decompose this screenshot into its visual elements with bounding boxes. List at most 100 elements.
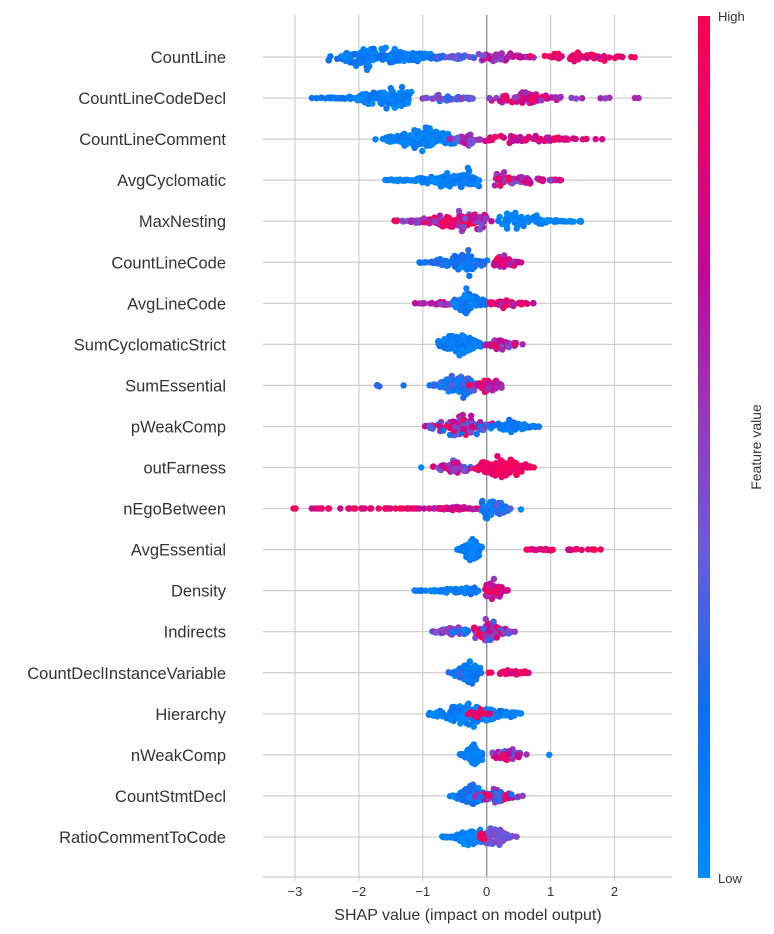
- shap-point: [498, 831, 505, 838]
- shap-point: [421, 300, 428, 307]
- shap-point: [346, 505, 353, 512]
- shap-point: [508, 300, 516, 308]
- shap-point: [388, 176, 396, 184]
- shap-point: [435, 340, 442, 348]
- shap-point: [460, 416, 467, 423]
- shap-point: [583, 54, 591, 62]
- shap-point: [430, 463, 437, 470]
- shap-point: [446, 333, 453, 340]
- shap-point: [443, 181, 451, 188]
- shap-point: [631, 94, 639, 102]
- feature-label: Density: [171, 583, 227, 601]
- shap-point: [438, 261, 446, 268]
- shap-point: [308, 505, 315, 512]
- shap-point: [401, 177, 408, 184]
- shap-point: [508, 99, 516, 106]
- shap-point: [461, 215, 469, 222]
- shap-point: [411, 127, 418, 134]
- shap-point: [446, 94, 453, 102]
- feature-label: SumEssential: [125, 377, 226, 395]
- shap-point: [501, 467, 508, 475]
- shap-point: [408, 88, 415, 96]
- shap-point: [358, 505, 365, 512]
- feature-points-SumCyclomaticStrict: [435, 332, 526, 359]
- shap-point: [439, 182, 446, 189]
- shap-point: [444, 422, 451, 430]
- shap-point: [478, 465, 486, 472]
- shap-point: [553, 217, 560, 224]
- shap-point: [578, 95, 586, 102]
- shap-point: [435, 422, 443, 430]
- shap-point: [555, 50, 562, 57]
- shap-point: [461, 135, 468, 142]
- shap-point: [539, 546, 546, 553]
- shap-point: [519, 341, 526, 348]
- shap-point: [513, 467, 521, 474]
- shap-point: [497, 505, 504, 513]
- shap-point: [459, 834, 466, 842]
- shap-point: [387, 84, 394, 92]
- feature-points-CountDeclInstanceVariable: [445, 658, 532, 687]
- shap-point: [453, 54, 460, 61]
- shap-point: [482, 137, 489, 145]
- shap-point: [435, 95, 443, 102]
- shap-point: [506, 670, 513, 677]
- shap-point: [530, 464, 537, 471]
- shap-point: [514, 258, 522, 265]
- shap-point: [493, 501, 500, 509]
- shap-point: [426, 422, 433, 429]
- shap-point: [505, 750, 512, 758]
- shap-point: [422, 259, 429, 266]
- feature-label: CountLineCodeDecl: [78, 90, 226, 108]
- shap-point: [474, 381, 481, 388]
- shap-point: [556, 135, 563, 142]
- shap-point: [597, 95, 604, 102]
- shap-point: [431, 217, 438, 225]
- shap-point: [479, 426, 487, 434]
- shap-point: [378, 45, 385, 53]
- shap-point: [427, 259, 434, 266]
- shap-point: [517, 710, 524, 717]
- shap-point: [377, 99, 384, 107]
- shap-point: [538, 97, 545, 104]
- shap-point: [525, 669, 532, 677]
- feature-label: CountLineComment: [79, 131, 226, 149]
- shap-point: [508, 791, 515, 798]
- shap-point: [515, 753, 522, 761]
- shap-point: [430, 382, 437, 389]
- shap-point: [495, 792, 502, 799]
- shap-point: [439, 427, 447, 434]
- shap-point: [516, 220, 523, 228]
- shap-point: [589, 546, 596, 553]
- shap-point: [556, 94, 563, 102]
- shap-point: [583, 135, 590, 143]
- feature-label: nEgoBetween: [123, 501, 226, 519]
- feature-points-Indirects: [429, 615, 518, 644]
- x-tick-label: 1: [547, 884, 554, 899]
- shap-point: [448, 381, 455, 388]
- shap-point: [467, 137, 474, 144]
- shap-point: [465, 294, 472, 301]
- shap-point: [592, 135, 599, 143]
- shap-point: [451, 669, 458, 677]
- shap-point: [502, 95, 509, 103]
- shap-point: [482, 301, 489, 308]
- shap-point: [504, 420, 511, 427]
- shap-point: [556, 176, 563, 184]
- shap-point: [496, 425, 504, 432]
- colorbar-high-label: High: [718, 9, 745, 24]
- shap-point: [387, 95, 395, 103]
- shap-point: [387, 59, 394, 66]
- x-tick-label: 0: [483, 884, 490, 899]
- shap-point: [465, 700, 472, 707]
- shap-point: [509, 137, 516, 145]
- shap-point: [371, 95, 378, 102]
- shap-point: [457, 95, 464, 102]
- feature-points-Density: [411, 575, 511, 603]
- shap-point: [485, 669, 492, 676]
- shap-point: [505, 833, 512, 840]
- shap-point: [492, 343, 499, 350]
- shap-points: [290, 44, 642, 849]
- shap-point: [381, 95, 388, 103]
- shap-point: [399, 138, 406, 146]
